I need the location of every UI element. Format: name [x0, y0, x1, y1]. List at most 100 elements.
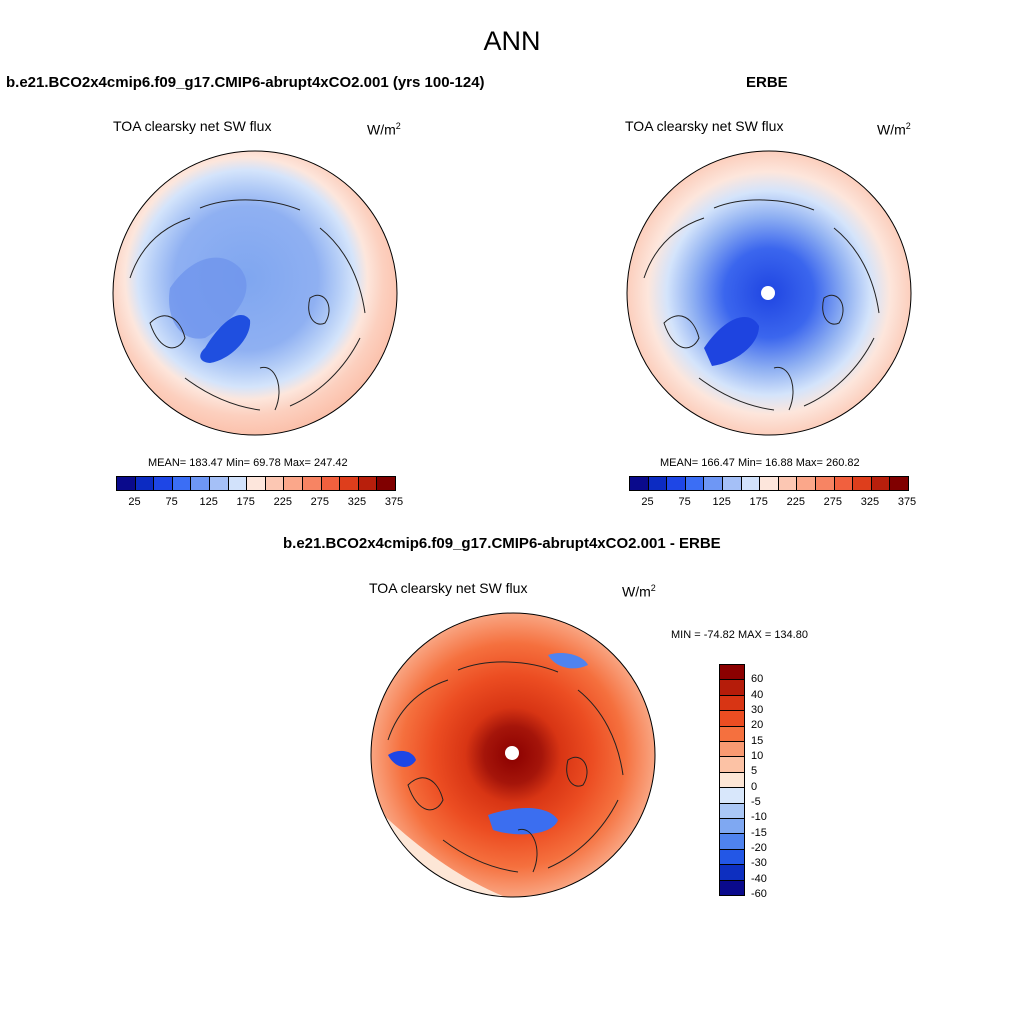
colorbar-model-ticks: 25 75 125 175 225 275 325 375	[116, 496, 403, 510]
colorbar-segment	[135, 477, 155, 490]
colorbar-segment	[209, 477, 229, 490]
colorbar-segment	[117, 477, 136, 490]
colorbar-level-label: -10	[751, 811, 767, 824]
colorbar-tick-label: 25	[641, 496, 654, 508]
panel-diff-polar-map	[370, 612, 656, 898]
colorbar-level-label: 30	[751, 704, 764, 716]
colorbar-segment	[720, 726, 744, 743]
colorbar-level-label: -20	[751, 842, 767, 854]
panel-diff-stats: MIN = -74.82 MAX = 134.80	[671, 629, 808, 641]
coastline	[643, 199, 880, 411]
coastline-detail	[149, 295, 330, 411]
panel-model-variable: TOA clearsky net SW flux	[113, 118, 272, 134]
colorbar-segment	[720, 880, 744, 896]
colorbar-segment	[247, 477, 266, 490]
colorbar-segment	[871, 477, 891, 490]
colorbar-level-label: -60	[751, 888, 767, 900]
panel-model-unit: W/m2	[367, 121, 401, 138]
panel-obs-variable: TOA clearsky net SW flux	[625, 118, 784, 134]
colorbar-segment	[704, 477, 723, 490]
colorbar-segment	[722, 477, 742, 490]
colorbar-tick-label: 325	[347, 496, 367, 508]
panel-model-title: b.e21.BCO2x4cmip6.f09_g17.CMIP6-abrupt4x…	[6, 74, 485, 91]
colorbar-segment	[834, 477, 854, 490]
panel-obs-unit: W/m2	[877, 121, 911, 138]
panel-model-stats: MEAN= 183.47 Min= 69.78 Max= 247.42	[148, 457, 348, 469]
pole-missing-data	[505, 746, 519, 760]
colorbar-segment	[741, 477, 761, 490]
colorbar-tick-label: 275	[823, 496, 843, 508]
colorbar-obs	[629, 476, 909, 491]
colorbar-segment	[720, 665, 744, 681]
colorbar-level-label: 10	[751, 750, 764, 762]
negative-anomaly	[388, 750, 416, 767]
colorbar-segment	[760, 477, 779, 490]
colorbar-segment	[720, 772, 744, 789]
colorbar-tick-label: 125	[199, 496, 218, 508]
colorbar-level-label: 5	[751, 765, 758, 778]
colorbar-segment	[228, 477, 248, 490]
map-boundary	[112, 150, 398, 436]
colorbar-segment	[778, 477, 798, 490]
map-boundary	[370, 612, 656, 898]
colorbar-level-label: -5	[751, 796, 761, 808]
panel-obs-stats: MEAN= 166.47 Min= 16.88 Max= 260.82	[660, 457, 860, 469]
colorbar-level-label: 0	[751, 780, 758, 793]
coastline-detail	[407, 757, 588, 873]
colorbar-segment	[720, 803, 744, 820]
colorbar-segment	[667, 477, 686, 490]
map-boundary	[626, 150, 912, 436]
colorbar-model	[116, 476, 396, 491]
colorbar-segment	[172, 477, 192, 490]
colorbar-segment	[302, 477, 322, 490]
greenland-minimum	[704, 317, 759, 366]
colorbar-diff-labels: 60 40 30 20 15 10 5 0 -5 -10 -15 -20 -30 -40 -60	[751, 664, 791, 900]
colorbar-level-label: -40	[751, 872, 767, 885]
colorbar-segment	[720, 865, 744, 881]
colorbar-tick-label: 325	[860, 496, 880, 508]
colorbar-segment	[284, 477, 303, 490]
colorbar-tick-label: 225	[273, 496, 292, 508]
colorbar-segment	[720, 834, 744, 850]
colorbar-segment	[797, 477, 816, 490]
colorbar-segment	[321, 477, 341, 490]
colorbar-segment	[720, 788, 744, 804]
colorbar-level-label: 60	[751, 673, 764, 686]
colorbar-segment	[630, 477, 649, 490]
page-title: ANN	[483, 26, 541, 56]
colorbar-segment	[720, 742, 744, 758]
colorbar-segment	[340, 477, 359, 490]
coastline	[129, 199, 366, 411]
panel-diff-variable: TOA clearsky net SW flux	[369, 580, 528, 596]
colorbar-tick-label: 225	[786, 496, 805, 508]
colorbar-tick-label: 25	[128, 496, 141, 508]
colorbar-level-label: 15	[751, 734, 764, 747]
colorbar-segment	[720, 695, 744, 712]
colorbar-tick-label: 125	[712, 496, 731, 508]
colorbar-tick-label: 175	[236, 496, 255, 508]
coastline-detail	[663, 295, 844, 411]
colorbar-segment	[720, 711, 744, 727]
colorbar-tick-label: 275	[310, 496, 330, 508]
negative-anomaly	[488, 808, 558, 835]
colorbar-segment	[265, 477, 285, 490]
colorbar-segment	[191, 477, 210, 490]
low-flux-region	[169, 257, 247, 339]
panel-obs-polar-map	[626, 150, 912, 436]
colorbar-segment	[685, 477, 705, 490]
panel-diff-title: b.e21.BCO2x4cmip6.f09_g17.CMIP6-abrupt4x…	[283, 535, 721, 552]
panel-obs-title: ERBE	[746, 74, 788, 91]
colorbar-segment	[358, 477, 378, 490]
colorbar-level-label: 20	[751, 719, 764, 732]
colorbar-tick-label: 75	[678, 496, 691, 508]
colorbar-segment	[853, 477, 872, 490]
colorbar-level-label: -15	[751, 826, 767, 839]
colorbar-level-label: -30	[751, 857, 767, 870]
negative-anomaly	[548, 653, 588, 669]
panel-diff-unit: W/m2	[622, 583, 656, 600]
colorbar-segment	[648, 477, 668, 490]
colorbar-diff	[719, 664, 745, 896]
panel-model-polar-map	[112, 150, 398, 436]
colorbar-segment	[377, 477, 395, 490]
colorbar-segment	[720, 757, 744, 773]
